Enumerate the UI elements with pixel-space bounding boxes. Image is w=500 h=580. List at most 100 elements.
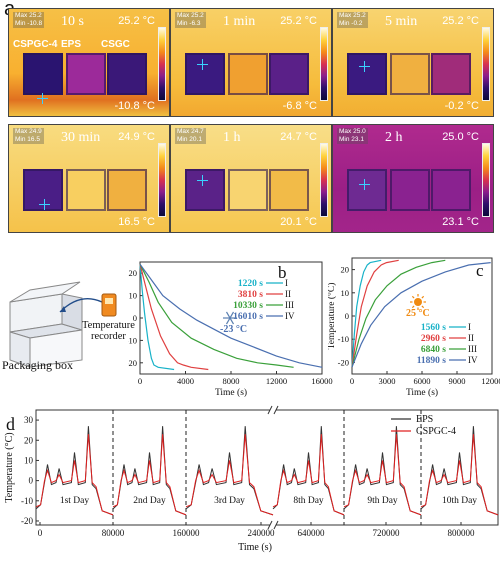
readout-max-val: 25.0 xyxy=(353,128,366,135)
elapsed-time-label: 10 s xyxy=(61,14,84,29)
readout-min-label: Min xyxy=(339,136,352,143)
sample-box xyxy=(269,169,309,211)
sample-box xyxy=(66,169,106,211)
readout-max-label: Max xyxy=(15,128,30,135)
elapsed-time-label: 5 min xyxy=(385,14,418,29)
scale-max-label: 25.2 °C xyxy=(118,15,155,27)
cspgc-line xyxy=(343,434,422,516)
eps-line xyxy=(185,426,274,516)
day-label: 3rd Day xyxy=(214,496,245,506)
legend-label-ii: II xyxy=(285,289,291,299)
max-min-readout: Max 25.0 Min 23.1 xyxy=(337,128,368,144)
sample-box xyxy=(347,53,387,95)
eps-line xyxy=(272,426,345,516)
legend-label-cspgc-4: CSPGC-4 xyxy=(416,426,456,437)
x-tick-label: 0 xyxy=(350,376,354,386)
readout-max-val: 24.9 xyxy=(29,128,42,135)
color-scale-bar xyxy=(320,27,328,101)
legend-label-eps: EPS xyxy=(416,414,433,425)
y-tick-label: 10 xyxy=(24,455,34,465)
series-line-iii xyxy=(139,263,294,368)
x-axis-label: Time (s) xyxy=(238,542,272,553)
readout-min-val: 16.5 xyxy=(27,136,40,143)
series-line-i xyxy=(351,259,382,368)
max-min-readout: Max 24.7 Min 20.1 xyxy=(175,128,206,144)
x-tick-label: 0 xyxy=(38,528,43,538)
series-line-i xyxy=(139,264,175,371)
scale-min-label: -10.8 °C xyxy=(114,100,155,112)
crosshair-icon xyxy=(197,175,208,186)
thermal-image-4: Max 24.9 Min 16.5 30 min 24.9 °C 16.5 °C xyxy=(8,124,170,233)
snowflake-arm xyxy=(225,311,235,325)
y-tick-label: 0 xyxy=(133,313,137,323)
chart-panel-d: 30 20 10 0 -10 -20 0 80000 160000 240000 640000 720… xyxy=(4,405,499,553)
x-tick-label: 16000 xyxy=(311,376,332,386)
scale-min-label: -6.8 °C xyxy=(282,100,317,112)
sample-box xyxy=(390,53,430,95)
color-scale-bar xyxy=(482,27,490,101)
snowflake-icon xyxy=(223,311,237,325)
crosshair-icon xyxy=(197,59,208,70)
scale-max-label: 24.7 °C xyxy=(280,131,317,143)
cspgc-line xyxy=(185,434,274,516)
readout-max-val: 25.2 xyxy=(353,12,366,19)
legend-label-iii: III xyxy=(468,344,477,354)
readout-max-label: Max xyxy=(339,12,354,19)
readout-min-val: -6.3 xyxy=(189,20,201,27)
color-scale-bar xyxy=(158,143,166,217)
temperature-recorder-label: Temperature recorder xyxy=(82,320,135,342)
x-tick-label: 3000 xyxy=(379,376,396,386)
legend-label-iii: III xyxy=(285,300,294,310)
scale-min-label: 23.1 °C xyxy=(442,216,479,228)
x-tick-label: 4000 xyxy=(177,376,194,386)
y-tick-label: -20 xyxy=(338,357,349,367)
y-tick-label: -10 xyxy=(338,334,349,344)
elapsed-time-label: 1 min xyxy=(223,14,256,29)
readout-min-val: 20.1 xyxy=(189,136,202,143)
cspgc-line xyxy=(112,434,187,516)
legend-time-ii: 3810 s xyxy=(238,290,263,300)
y-tick-label: -10 xyxy=(21,496,33,506)
day-label: 10th Day xyxy=(442,496,477,506)
legend-label-i: I xyxy=(285,278,288,288)
y-tick-label: 30 xyxy=(24,415,34,425)
readout-min-label: Min xyxy=(177,136,190,143)
x-tick-label: 800000 xyxy=(448,528,476,538)
cspgc-line xyxy=(272,434,345,516)
series-line-ii xyxy=(351,259,399,368)
scale-min-label: 16.5 °C xyxy=(118,216,155,228)
panel-label-b: b xyxy=(278,263,287,282)
readout-min-val: -10.8 xyxy=(27,20,43,27)
x-tick-label: 640000 xyxy=(298,528,326,538)
sample-box xyxy=(347,169,387,211)
readout-max-label: Max xyxy=(339,128,354,135)
sample-label-eps: EPS xyxy=(61,39,82,50)
readout-max-val: 24.7 xyxy=(191,128,204,135)
readout-max-label: Max xyxy=(15,12,30,19)
legend-label-iv: IV xyxy=(285,311,295,321)
thermal-image-5: Max 24.7 Min 20.1 1 h 24.7 °C 20.1 °C xyxy=(170,124,332,233)
sample-box xyxy=(107,53,147,95)
readout-max-val: 25.2 xyxy=(29,12,42,19)
x-tick-label: 9000 xyxy=(449,376,466,386)
sun-core xyxy=(414,298,422,306)
color-scale-bar xyxy=(482,143,490,217)
readout-min-label: Min xyxy=(15,136,28,143)
readout-max-label: Max xyxy=(177,128,192,135)
panel-label-d: d xyxy=(6,414,15,434)
color-scale-bar xyxy=(320,143,328,217)
y-tick-label: 0 xyxy=(29,476,34,486)
cspgc-line xyxy=(420,434,499,516)
crosshair-icon xyxy=(359,61,370,72)
thermal-image-6: Max 25.0 Min 23.1 2 h 25.0 °C 23.1 °C xyxy=(332,124,494,233)
readout-min-label: Min xyxy=(339,20,352,27)
eps-line xyxy=(343,426,422,516)
legend-time-iv: 16010 s xyxy=(233,312,263,322)
y-tick-label: 20 xyxy=(341,265,350,275)
sample-box xyxy=(228,53,268,95)
x-tick-label: 0 xyxy=(138,376,142,386)
elapsed-time-label: 2 h xyxy=(385,130,403,145)
x-axis-label: Time (s) xyxy=(215,387,247,398)
series-line-iv xyxy=(139,263,323,368)
sample-box xyxy=(107,169,147,211)
